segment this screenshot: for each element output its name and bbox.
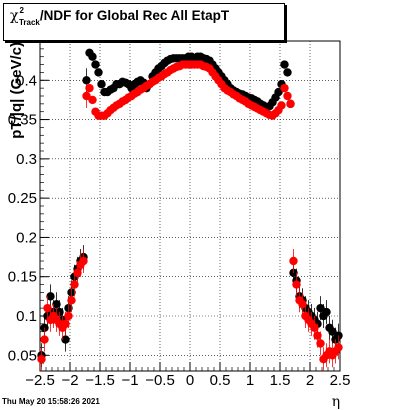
chart-title: χ2 Track/NDF for Global Rec All EtapT [10, 6, 230, 27]
data-point [316, 339, 325, 348]
y-tick-label: 0.15 [8, 269, 37, 286]
title-box: χ2 Track/NDF for Global Rec All EtapT [3, 3, 285, 41]
data-point [85, 83, 94, 93]
data-point [283, 68, 292, 77]
y-tick-label: 0.25 [8, 190, 37, 207]
data-point [37, 355, 46, 364]
data-point [88, 52, 97, 61]
data-point [73, 268, 82, 277]
data-point [52, 300, 61, 309]
y-tick-label: 0.35 [8, 112, 37, 129]
data-point [67, 296, 76, 305]
title-rest: /NDF for Global Rec All EtapT [39, 8, 230, 23]
title-chi: χ [10, 8, 19, 24]
data-point [334, 343, 343, 352]
x-tick-label: −0.5 [145, 372, 175, 389]
data-point [277, 101, 286, 110]
x-tick-label: 1 [246, 372, 254, 389]
data-point [283, 91, 292, 101]
data-point [94, 68, 103, 77]
title-subscript: Track [18, 18, 40, 27]
data-point [289, 256, 298, 266]
data-point [280, 60, 289, 69]
y-tick-label: 0.3 [16, 151, 37, 168]
x-axis-label: η [332, 394, 340, 410]
timestamp-footer: Thu May 20 15:58:26 2021 [2, 397, 100, 406]
data-point [310, 323, 319, 332]
x-tick-label: −1.5 [85, 372, 115, 389]
data-point [70, 280, 79, 289]
data-point [328, 327, 337, 336]
data-point [286, 99, 295, 109]
data-point [292, 280, 301, 289]
data-point [88, 95, 97, 105]
data-point [79, 256, 88, 266]
series-1 [37, 60, 343, 372]
x-tick-label: 0 [186, 372, 194, 389]
y-tick-label: 0.1 [16, 308, 37, 325]
x-tick-label: 1.5 [270, 372, 291, 389]
y-tick-label: 0.2 [16, 229, 37, 246]
data-point [280, 83, 289, 93]
y-tick-label: 0.05 [8, 347, 37, 364]
axis-labels: −2.5 −2 −1.5 −1 −0.5 0 0.5 1 1.5 2 2.5 0.05 0.1 0.15 0… [8, 42, 351, 410]
data-point [64, 311, 73, 321]
x-tick-label: 2 [306, 372, 314, 389]
data-point [82, 76, 91, 85]
data-point [46, 292, 55, 301]
data-point [43, 303, 52, 313]
grid-lines [40, 41, 340, 371]
data-point [298, 300, 307, 309]
data-point [61, 335, 70, 344]
data-point [316, 303, 325, 313]
x-tick-label: −2.5 [25, 372, 55, 389]
axes [39, 40, 341, 371]
x-tick-label: −1 [121, 372, 138, 389]
data-series [37, 48, 343, 372]
y-tick-label: 0.4 [16, 72, 37, 89]
data-point [313, 331, 322, 340]
data-point [274, 87, 283, 97]
title-superscript: 2 [19, 6, 24, 15]
data-point [40, 335, 49, 344]
x-tick-label: 2.5 [330, 372, 351, 389]
x-tick-label: −2 [61, 372, 78, 389]
y-axis-label: pT/|q| (GeV/c) [8, 42, 25, 139]
x-tick-label: 0.5 [210, 372, 231, 389]
data-point [82, 91, 91, 101]
data-point [61, 319, 70, 329]
data-point [322, 307, 331, 317]
data-point [91, 60, 100, 69]
data-point [97, 80, 106, 89]
